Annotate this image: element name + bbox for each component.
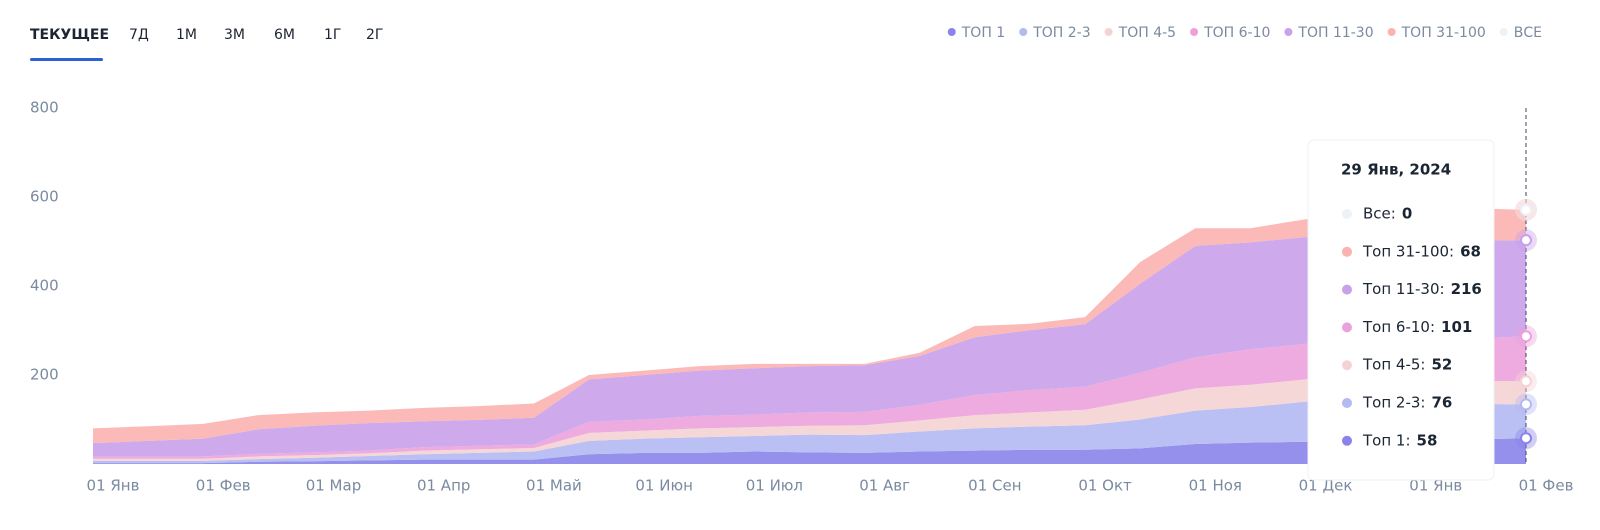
tooltip-label: Топ 31-100: <box>1362 242 1454 260</box>
x-tick-label: 01 Фев <box>196 477 251 495</box>
x-tick-label: 01 Дек <box>1299 477 1353 495</box>
x-tick-label: 01 Фев <box>1519 477 1574 495</box>
tab[interactable]: 7Д <box>129 27 149 43</box>
tab[interactable]: 1М <box>176 27 197 43</box>
tooltip-dot <box>1342 246 1352 257</box>
x-tick-label: 01 Июл <box>746 477 803 495</box>
x-tick-label: 01 Май <box>526 477 582 495</box>
y-tick-label: 800 <box>30 99 59 117</box>
hover-marker <box>1520 398 1532 411</box>
hover-marker <box>1520 203 1532 216</box>
tooltip-value: 58 <box>1417 431 1438 449</box>
tooltip-value: 101 <box>1441 318 1472 336</box>
x-tick-label: 01 Мар <box>306 477 362 495</box>
tooltip-label: Все: <box>1363 205 1396 223</box>
tooltip-value: 216 <box>1451 280 1482 298</box>
x-tick-label: 01 Апр <box>417 477 470 495</box>
area <box>93 438 1526 464</box>
legend-dot <box>947 28 956 36</box>
tooltip-value: 52 <box>1431 356 1452 374</box>
hover-marker <box>1520 234 1532 247</box>
legend-label[interactable]: ТОП 6-10 <box>1203 25 1270 41</box>
tooltip-label: Топ 2-3: <box>1362 394 1425 412</box>
tab[interactable]: 3М <box>224 27 245 43</box>
tab[interactable]: 2Г <box>366 27 383 43</box>
area <box>93 371 1526 461</box>
tooltip-value: 76 <box>1431 394 1452 412</box>
x-tick-label: 01 Янв <box>87 477 140 495</box>
tooltip-label: Топ 6-10: <box>1362 318 1435 336</box>
legend-dot <box>1019 28 1028 36</box>
x-tick-label: 01 Ноя <box>1189 477 1242 495</box>
legend-label[interactable]: ТОП 31-100 <box>1401 25 1486 41</box>
tab[interactable]: ТЕКУЩЕЕ <box>30 27 109 43</box>
tooltip-label: Топ 1: <box>1362 431 1411 449</box>
tooltip-dot <box>1342 435 1352 446</box>
tooltip: 29 Янв, 2024 Все: 0 Топ 31-100: 68 Топ 11-30:… <box>1307 139 1495 481</box>
tab[interactable]: 6М <box>274 27 295 43</box>
legend-label[interactable]: ТОП 1 <box>961 25 1005 41</box>
y-tick-label: 600 <box>30 188 59 206</box>
tooltip-value: 68 <box>1460 242 1481 260</box>
y-tick-label: 400 <box>30 277 59 295</box>
tooltip-date: 29 Янв, 2024 <box>1341 161 1451 179</box>
legend-label[interactable]: ТОП 11-30 <box>1297 25 1373 41</box>
legend-dot <box>1284 28 1293 36</box>
tab[interactable]: 1Г <box>324 27 341 43</box>
tooltip-dot <box>1342 398 1352 408</box>
area <box>93 334 1526 459</box>
hover-marker <box>1520 330 1532 343</box>
x-tick-label: 01 Янв <box>1409 477 1462 495</box>
x-tick-label: 01 Авг <box>859 477 910 495</box>
tab-underline <box>30 58 103 61</box>
tooltip-value: 0 <box>1402 205 1412 223</box>
tooltip-dot <box>1342 322 1352 333</box>
x-tick-label: 01 Июн <box>635 477 693 495</box>
tooltip-label: Топ 4-5: <box>1362 356 1425 374</box>
x-tick-label: 01 Сен <box>968 477 1021 495</box>
tooltip-label: Топ 11-30: <box>1362 280 1445 298</box>
tooltip-box <box>1307 139 1495 481</box>
legend-label[interactable]: ТОП 4-5 <box>1118 25 1176 41</box>
legend-dot <box>1104 28 1113 36</box>
tooltip-dot <box>1342 360 1352 371</box>
tooltip-dot <box>1342 284 1352 295</box>
legend-dot <box>1499 28 1508 36</box>
legend-dot <box>1190 28 1199 36</box>
legend-label[interactable]: ТОП 2-3 <box>1032 25 1090 41</box>
area <box>93 236 1526 457</box>
legend-label[interactable]: ВСЕ <box>1514 25 1542 41</box>
legend-dot <box>1387 28 1396 36</box>
x-tick-label: 01 Окт <box>1078 477 1132 495</box>
tooltip-dot <box>1342 209 1352 219</box>
hover-marker <box>1520 375 1532 388</box>
hover-marker <box>1520 432 1532 445</box>
y-tick-label: 200 <box>30 366 59 384</box>
